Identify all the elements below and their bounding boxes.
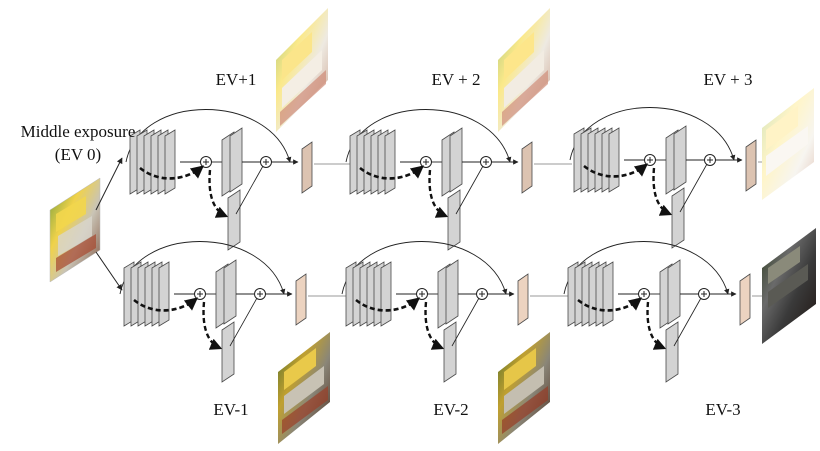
conv-layer — [158, 261, 170, 327]
conv-layer — [671, 187, 685, 249]
input-branch-arrows — [95, 157, 123, 291]
residual-block-upper-1 — [125, 109, 352, 251]
plus-glyph — [419, 291, 425, 297]
input-label-line1: Middle exposure — [20, 122, 136, 141]
output-thumbnail-ev-plus-2 — [498, 8, 550, 132]
conv-layer — [229, 127, 243, 193]
conv-layer — [223, 259, 237, 325]
conv-layer — [445, 259, 459, 325]
output-label-ev-plus-2: EV + 2 — [431, 70, 481, 89]
conv-layer — [447, 189, 461, 251]
plus-glyph — [641, 291, 647, 297]
connector-line — [235, 165, 264, 215]
connector-line — [679, 163, 708, 213]
output-thumbnail-ev-plus-3 — [762, 88, 814, 200]
plus-glyph — [701, 291, 707, 297]
input-image-thumbnail — [49, 177, 101, 283]
dashed-arrow-icon — [583, 163, 649, 178]
output-feature-block — [517, 273, 529, 326]
output-feature-block — [745, 139, 757, 192]
conv-layer — [665, 321, 679, 383]
output-label-ev-minus-3: EV-3 — [705, 400, 741, 419]
output-label-ev-minus-2: EV-2 — [433, 400, 469, 419]
connector-line — [451, 297, 480, 347]
conv-layer — [602, 261, 614, 327]
output-label-ev-plus-1: EV+1 — [215, 70, 257, 89]
conv-layer — [673, 125, 687, 191]
dashed-arrow-icon — [424, 301, 445, 350]
conv-layer — [221, 321, 235, 383]
residual-block-lower-2 — [341, 241, 568, 383]
dashed-arrow-icon — [139, 165, 205, 180]
output-feature-block — [295, 273, 307, 326]
plus-glyph — [483, 159, 489, 165]
plus-glyph — [203, 159, 209, 165]
output-thumbnail-ev-plus-1 — [276, 8, 328, 132]
conv-layer — [380, 261, 392, 327]
dashed-arrow-icon — [202, 301, 223, 350]
output-label-ev-minus-1: EV-1 — [213, 400, 249, 419]
dashed-arrow-icon — [577, 297, 643, 312]
output-feature-block — [521, 141, 533, 194]
dashed-arrow-icon — [428, 169, 449, 218]
conv-layer — [449, 127, 463, 193]
residual-block-lower-1 — [119, 241, 346, 383]
plus-glyph — [707, 157, 713, 163]
connector-line — [455, 165, 484, 215]
conv-layer — [384, 129, 396, 195]
output-label-ev-plus-3: EV + 3 — [703, 70, 753, 89]
residual-block-upper-2 — [345, 109, 572, 251]
dashed-arrow-icon — [652, 167, 673, 216]
dashed-arrow-icon — [355, 297, 421, 312]
dashed-arrow-icon — [359, 165, 425, 180]
plus-glyph — [647, 157, 653, 163]
output-thumbnail-ev-minus-2 — [498, 332, 550, 444]
output-feature-block — [301, 141, 313, 194]
plus-glyph — [479, 291, 485, 297]
residual-block-lower-3 — [563, 241, 790, 383]
conv-layer — [608, 127, 620, 193]
conv-layer — [443, 321, 457, 383]
conv-layer — [667, 259, 681, 325]
conv-layer — [164, 129, 176, 195]
connector-line — [673, 297, 702, 347]
dashed-arrow-icon — [646, 301, 667, 350]
output-thumbnail-ev-minus-1 — [278, 332, 330, 444]
plus-glyph — [197, 291, 203, 297]
plus-glyph — [257, 291, 263, 297]
output-feature-block — [739, 273, 751, 326]
connector-line — [229, 297, 258, 347]
plus-glyph — [263, 159, 269, 165]
dashed-arrow-icon — [208, 169, 229, 218]
plus-glyph — [423, 159, 429, 165]
conv-layer — [227, 189, 241, 251]
input-label-line2: (EV 0) — [54, 145, 102, 164]
dashed-arrow-icon — [133, 297, 199, 312]
output-thumbnail-ev-minus-3 — [762, 228, 816, 344]
